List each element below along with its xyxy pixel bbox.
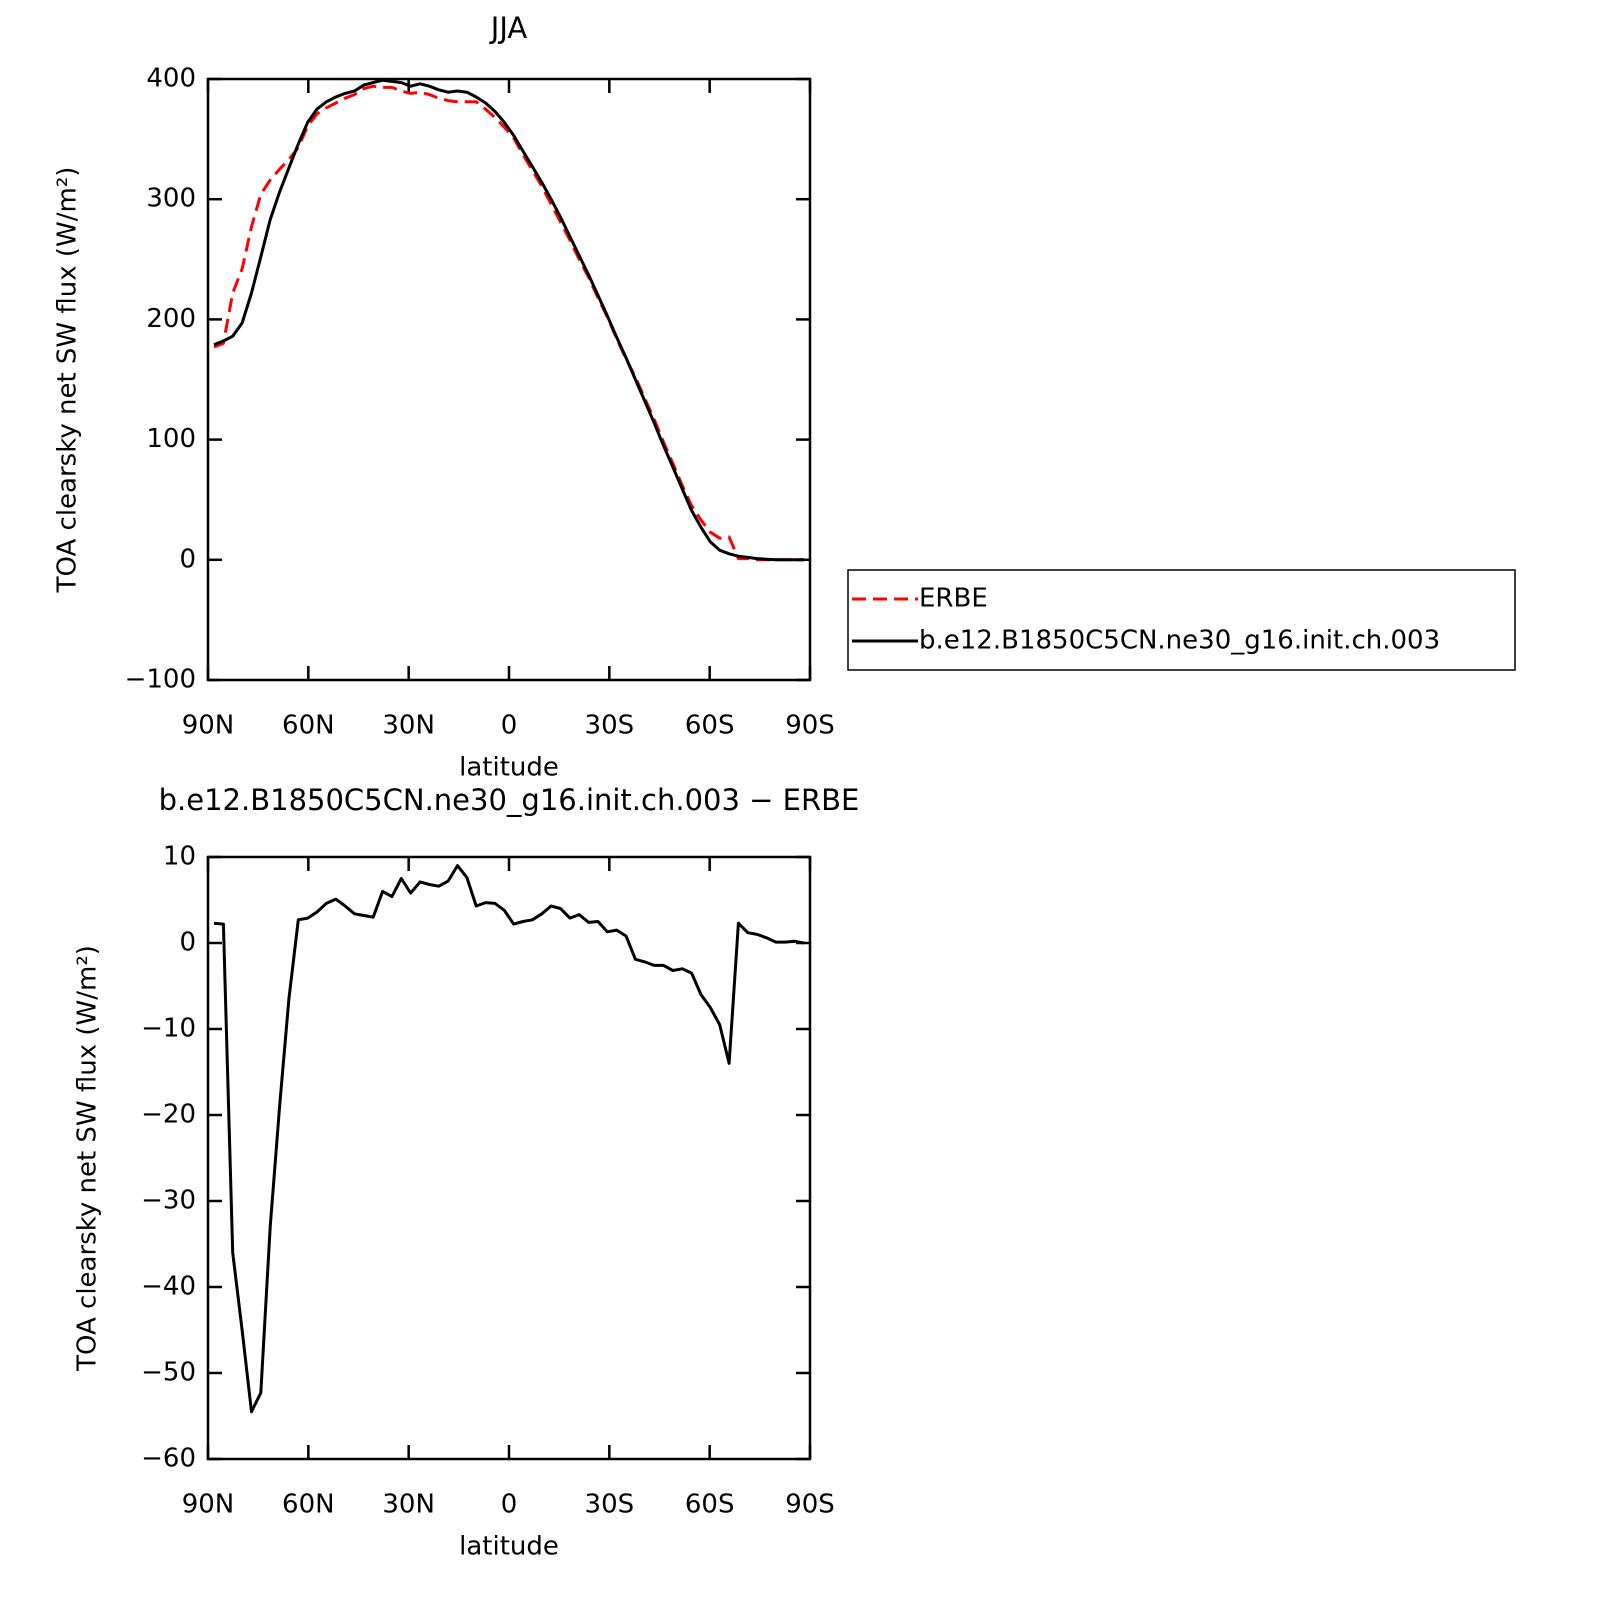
x-axis-label: latitude (459, 753, 559, 783)
y-tick-label: 400 (146, 64, 196, 94)
data-line (213, 78, 804, 562)
y-tick-label: 0 (179, 928, 196, 958)
x-tick-label: 60S (685, 1490, 735, 1520)
y-tick-label: 200 (146, 304, 196, 334)
y-tick-label: −10 (141, 1014, 196, 1044)
data-line (213, 864, 805, 1414)
y-tick-label: −30 (141, 1186, 196, 1216)
y-tick-label: 0 (179, 544, 196, 574)
y-tick-label: −40 (141, 1272, 196, 1302)
x-tick-label: 90N (182, 1490, 235, 1520)
x-tick-label: 30S (585, 1490, 635, 1520)
data-line (213, 84, 804, 562)
x-tick-label: 0 (501, 711, 518, 741)
y-tick-label: −60 (141, 1444, 196, 1474)
y-tick-label: 10 (163, 842, 196, 872)
y-tick-label: 300 (146, 184, 196, 214)
plot-frame (206, 77, 812, 682)
x-axis-label: latitude (459, 1532, 559, 1562)
y-tick-label: −20 (141, 1100, 196, 1130)
legend-label: b.e12.B1850C5CN.ne30_g16.init.ch.003 (919, 626, 1440, 656)
x-tick-label: 60S (685, 711, 735, 741)
y-axis-label: TOA clearsky net SW flux (W/m²) (73, 945, 103, 1372)
legend-label: ERBE (919, 584, 988, 614)
y-tick-label: 100 (146, 424, 196, 454)
y-axis-label: TOA clearsky net SW flux (W/m²) (53, 167, 83, 594)
x-tick-label: 30N (382, 1490, 435, 1520)
x-tick-label: 90S (785, 1490, 835, 1520)
y-tick-label: −50 (141, 1358, 196, 1388)
y-tick-label: −100 (125, 665, 196, 695)
x-tick-label: 0 (501, 1490, 518, 1520)
x-tick-label: 30S (585, 711, 635, 741)
x-tick-label: 60N (282, 711, 335, 741)
x-tick-label: 90N (182, 711, 235, 741)
chart-title: b.e12.B1850C5CN.ne30_g16.init.ch.003 − E… (159, 783, 860, 817)
legend-box (847, 569, 1516, 671)
x-tick-label: 30N (382, 711, 435, 741)
chart-title: JJA (489, 11, 528, 45)
x-tick-label: 60N (282, 1490, 335, 1520)
x-tick-label: 90S (785, 711, 835, 741)
plot-frame (206, 855, 812, 1461)
